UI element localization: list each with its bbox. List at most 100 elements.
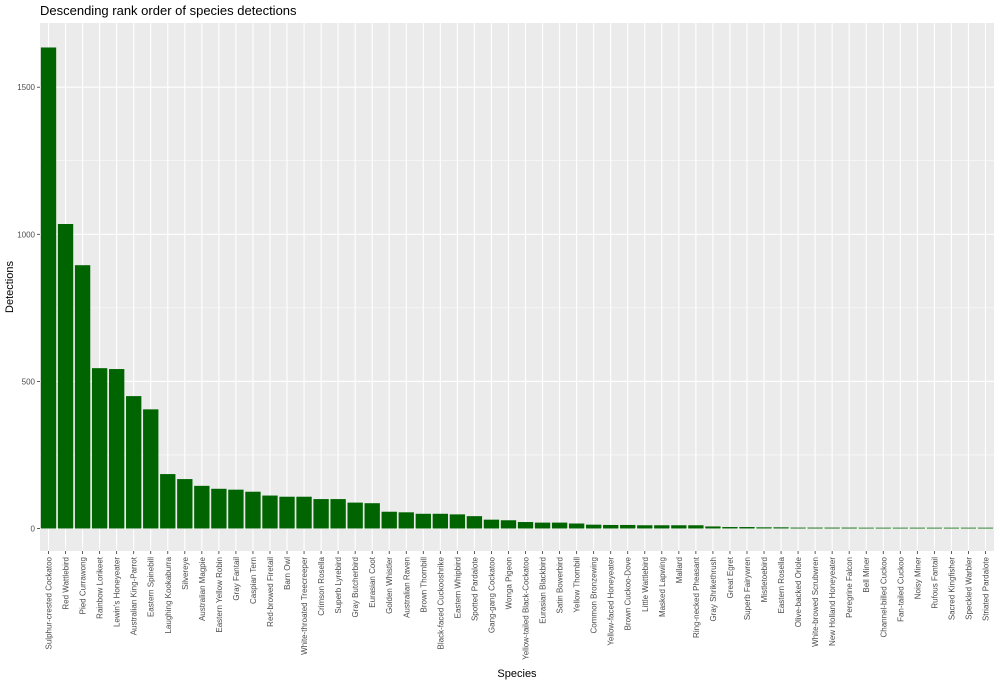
x-tick-label: Australian Raven bbox=[402, 557, 411, 618]
bar bbox=[637, 525, 653, 529]
plot-panel bbox=[40, 23, 994, 551]
bar bbox=[977, 527, 994, 529]
bar bbox=[585, 524, 602, 529]
x-tick-label: Gray Shrikethrush bbox=[709, 557, 718, 621]
bars bbox=[40, 47, 994, 529]
bar bbox=[603, 524, 619, 529]
x-tick-label: Brown Thornbill bbox=[419, 557, 428, 613]
bar bbox=[57, 224, 74, 529]
bar bbox=[143, 409, 159, 529]
x-tick-label: Black-faced Cuckooshrike bbox=[436, 556, 445, 649]
bar bbox=[824, 527, 840, 529]
bar bbox=[551, 522, 568, 529]
bar bbox=[449, 514, 466, 529]
x-tick-label: New Holland Honeyeater bbox=[828, 557, 837, 646]
bar bbox=[211, 488, 227, 529]
x-tick-label: Striated Pardalote bbox=[981, 556, 990, 621]
bar bbox=[926, 527, 943, 529]
bar bbox=[364, 503, 380, 529]
x-tick-label: White-throated Treecreeper bbox=[300, 557, 309, 655]
bar bbox=[194, 485, 210, 529]
bar bbox=[654, 525, 670, 529]
x-tick-label: Crimson Rosella bbox=[317, 556, 326, 615]
x-tick-label: Bell Miner bbox=[862, 557, 871, 593]
x-tick-label: Mallard bbox=[675, 557, 684, 583]
y-tick-label: 1500 bbox=[17, 83, 35, 92]
x-tick-label: Superb Fairywren bbox=[743, 557, 752, 620]
x-tick-label: Brown Cuckoo-Dove bbox=[624, 556, 633, 630]
x-tick-label: Mistletoebird bbox=[760, 557, 769, 602]
chart-title: Descending rank order of species detecti… bbox=[40, 3, 297, 18]
x-tick-label: Laughing Kookaburra bbox=[164, 556, 173, 633]
bar bbox=[960, 527, 977, 529]
bar bbox=[517, 522, 534, 529]
y-tick-label: 1000 bbox=[17, 230, 35, 239]
x-tick-label: Yellow Thornbill bbox=[573, 557, 582, 613]
x-tick-label: Speckled Warbler bbox=[964, 557, 973, 620]
x-tick-label: Little Wattlebird bbox=[641, 557, 650, 612]
x-tick-label: Gang-gang Cockatoo bbox=[487, 556, 496, 633]
x-tick-label: Channel-billed Cuckoo bbox=[879, 556, 888, 637]
x-tick-label: Lewin's Honeyeater bbox=[113, 557, 122, 627]
x-tick-label: Australian King-Parrot bbox=[130, 556, 139, 635]
x-tick-label: Eurasian Blackbird bbox=[539, 557, 548, 624]
y-tick-label: 0 bbox=[31, 525, 36, 534]
x-tick-label: Superb Lyrebird bbox=[334, 557, 343, 614]
x-tick-label: Silvereye bbox=[181, 556, 190, 589]
x-tick-label: Common Bronzewing bbox=[590, 557, 599, 633]
x-tick-label: Barn Owl bbox=[283, 557, 292, 590]
bar bbox=[722, 527, 738, 529]
x-tick-label: Great Egret bbox=[726, 556, 735, 598]
x-tick-label: Gray Fantail bbox=[232, 557, 241, 601]
x-tick-label: Red-browed Firetail bbox=[266, 557, 275, 627]
bar bbox=[568, 523, 585, 529]
bar bbox=[381, 511, 397, 529]
bar bbox=[398, 512, 414, 529]
bar bbox=[858, 527, 874, 529]
bar bbox=[74, 265, 91, 529]
bar bbox=[756, 527, 772, 529]
x-tick-label: Sulphur-crested Cockatoo bbox=[45, 556, 54, 649]
bar bbox=[177, 479, 193, 529]
bar bbox=[262, 495, 278, 529]
x-tick-label: Eurasian Coot bbox=[368, 556, 377, 607]
bar bbox=[807, 527, 823, 529]
x-tick-label: Spotted Pardalote bbox=[470, 556, 479, 621]
bar bbox=[790, 527, 806, 529]
bar bbox=[892, 527, 908, 529]
x-tick-label: Eastern Whipbird bbox=[453, 557, 462, 618]
x-tick-label: Pied Currawong bbox=[79, 557, 88, 614]
x-axis: Sulphur-crested Cockatoo Red Wattlebird Pi… bbox=[45, 551, 990, 660]
x-tick-label: Olive-backed Oriole bbox=[794, 556, 803, 627]
bar bbox=[330, 499, 346, 529]
bar bbox=[739, 527, 755, 529]
bar bbox=[228, 489, 244, 529]
x-tick-label: Wonga Pigeon bbox=[504, 557, 513, 609]
bar bbox=[688, 525, 704, 529]
x-tick-label: Eastern Spinebill bbox=[147, 557, 156, 617]
x-tick-label: Masked Lapwing bbox=[658, 557, 667, 617]
x-tick-label: Golden Whistler bbox=[385, 557, 394, 614]
bar bbox=[160, 474, 176, 529]
bar bbox=[620, 524, 636, 529]
bar bbox=[705, 526, 721, 529]
bar bbox=[91, 368, 108, 529]
x-tick-label: Sacred Kingfisher bbox=[947, 557, 956, 620]
bar bbox=[841, 527, 857, 529]
x-tick-label: Peregrine Falcon bbox=[845, 557, 854, 618]
bar bbox=[40, 47, 57, 529]
x-tick-label: Yellow-tailed Black-Cockatoo bbox=[522, 556, 531, 659]
bar bbox=[466, 516, 483, 529]
x-axis-title: Species bbox=[497, 668, 537, 680]
bar bbox=[875, 527, 891, 529]
y-axis: 0 500 1000 1500 bbox=[17, 83, 40, 534]
x-tick-label: Caspian Tern bbox=[249, 557, 258, 604]
x-tick-label: Red Wattlebird bbox=[62, 557, 71, 610]
x-tick-label: Gray Butcherbird bbox=[351, 557, 360, 617]
x-tick-label: Satin Bowerbird bbox=[556, 557, 565, 613]
bar bbox=[245, 491, 261, 529]
x-tick-label: White-browed Scrubwren bbox=[811, 557, 820, 647]
x-tick-label: Fan-tailed Cuckoo bbox=[896, 556, 905, 621]
x-tick-label: Rainbow Lorikeet bbox=[96, 556, 105, 619]
